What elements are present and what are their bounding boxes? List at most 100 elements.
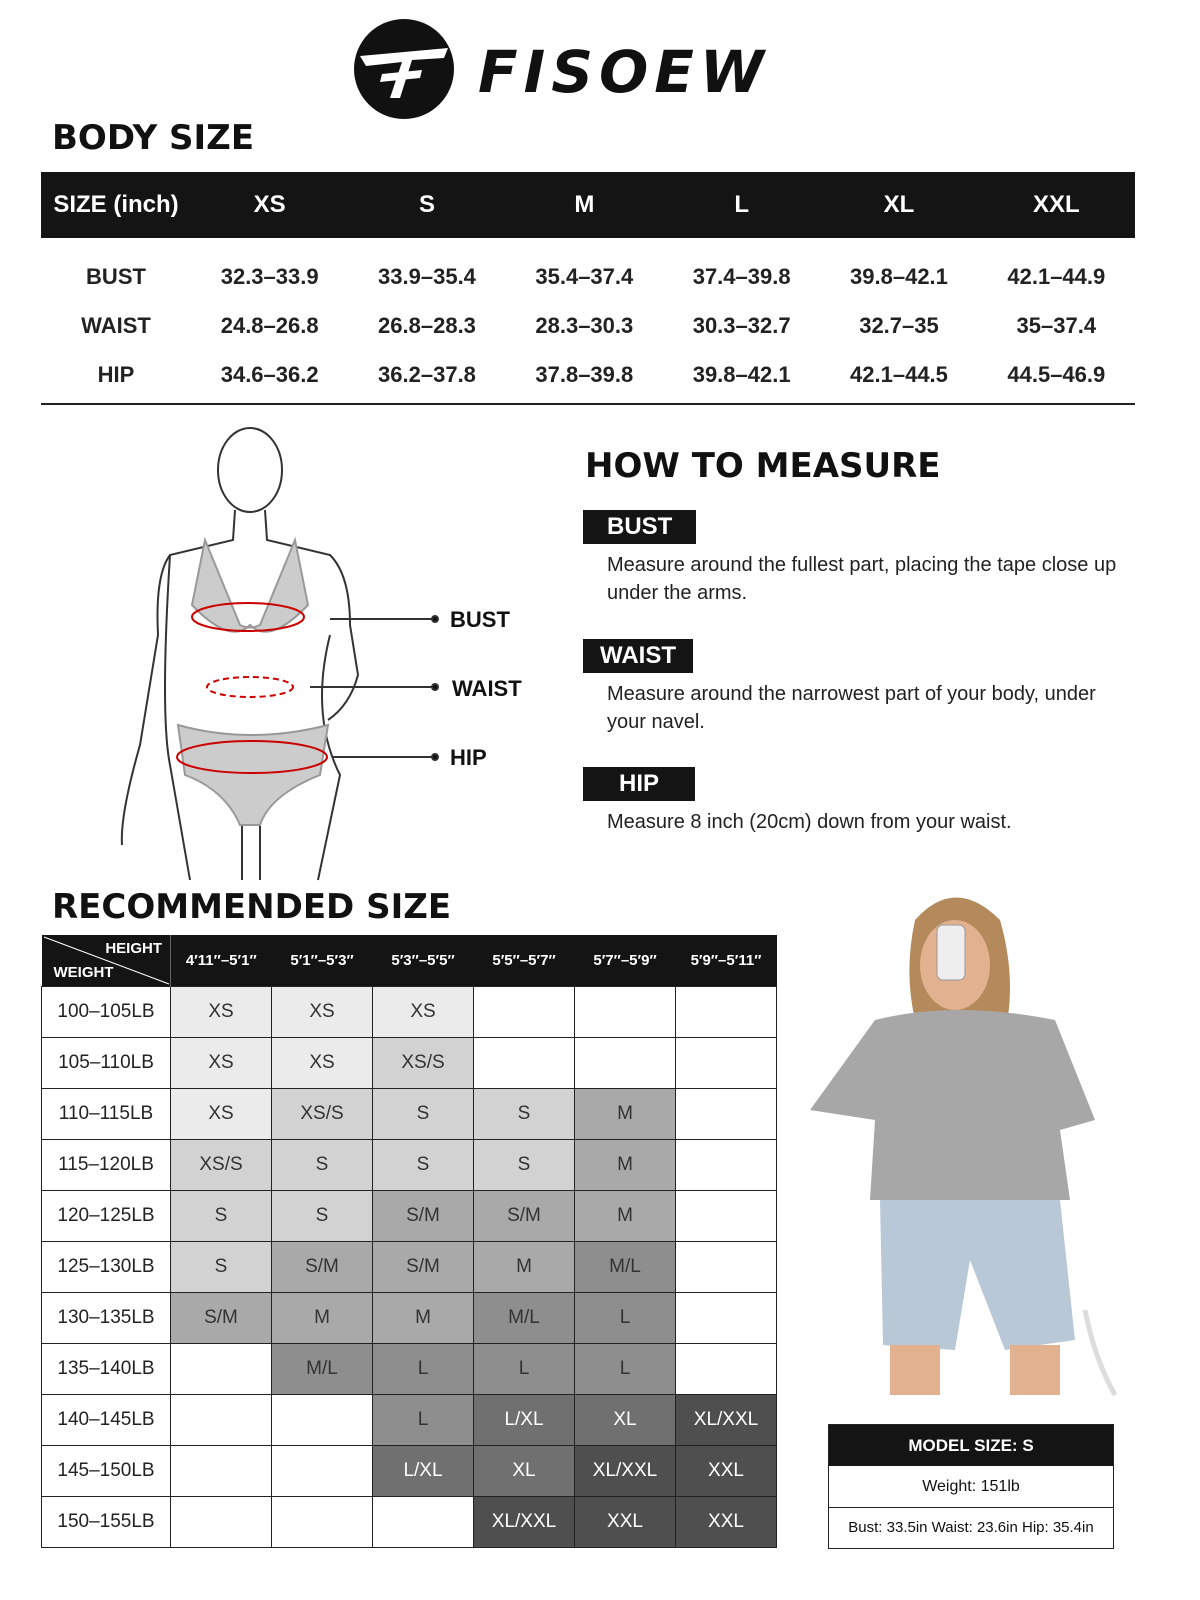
size-cell: [675, 1240, 777, 1293]
size-cell: [473, 985, 575, 1038]
header-cell: M: [505, 172, 663, 238]
size-cell: S: [271, 1138, 373, 1191]
model-photo: [810, 897, 1118, 1397]
size-cell: XS/S: [372, 1036, 474, 1089]
header-cell: SIZE (inch): [41, 172, 191, 238]
table-row: 100–105LB XS XS XS: [41, 985, 777, 1038]
size-cell: [473, 1036, 575, 1089]
size-cell: S/M: [372, 1189, 474, 1242]
header-cell: S: [348, 172, 506, 238]
weight-cell: 130–135LB: [41, 1291, 171, 1344]
cell: 32.3–33.9: [220, 263, 319, 289]
bust-tag: BUST: [583, 510, 697, 544]
cell: 44.5–46.9: [1007, 361, 1106, 387]
size-cell: S: [372, 1138, 474, 1191]
weight-cell: 150–155LB: [41, 1495, 171, 1548]
size-cell: XXL: [574, 1495, 676, 1548]
weight-cell: 145–150LB: [41, 1444, 171, 1497]
size-cell: [574, 1036, 676, 1089]
bust-description: Measure around the fullest part, placing…: [607, 554, 1117, 604]
brand-logo-icon: [354, 19, 454, 119]
height-header: 5′7″–5′9″: [574, 935, 676, 986]
table-row: 145–150LB L/XL XL XL/XXL XXL: [41, 1444, 777, 1497]
size-cell: S: [372, 1087, 474, 1140]
size-cell: M: [372, 1291, 474, 1344]
cell: 26.8–28.3: [378, 312, 476, 338]
divider: [41, 403, 1135, 405]
size-cell: L: [372, 1393, 474, 1446]
height-label: HEIGHT: [105, 940, 162, 957]
bust-label: BUST: [450, 607, 510, 632]
measure-hip: HIP Measure 8 inch (20cm) down from your…: [583, 767, 1127, 836]
cell: 24.8–26.8: [220, 312, 319, 338]
cell: 33.9–35.4: [378, 263, 476, 289]
height-header: 5′5″–5′7″: [473, 935, 575, 986]
hip-tag: HIP: [583, 767, 696, 801]
size-cell: L/XL: [473, 1393, 575, 1446]
size-cell: XL: [473, 1444, 575, 1497]
size-cell: XL/XXL: [574, 1444, 676, 1497]
model-weight: Weight: 151lb: [829, 1466, 1113, 1508]
cell: 42.1–44.5: [850, 361, 948, 387]
body-size-table: SIZE (inch) XS S M L XL XXL BUST 32.3–33.…: [41, 172, 1135, 399]
waist-description: Measure around the narrowest part of you…: [607, 683, 1096, 733]
size-cell: S: [170, 1240, 272, 1293]
size-cell: M: [574, 1138, 676, 1191]
hip-label: HIP: [450, 745, 487, 770]
cell: WAIST: [81, 312, 151, 338]
size-cell: [170, 1393, 272, 1446]
table-row: 110–115LB XS XS/S S S M: [41, 1087, 777, 1140]
header-cell: XS: [191, 172, 349, 238]
size-cell: S/M: [170, 1291, 272, 1344]
table-row: 105–110LB XS XS XS/S: [41, 1036, 777, 1089]
cell: HIP: [97, 361, 135, 387]
waist-label: WAIST: [452, 676, 522, 701]
size-cell: M: [574, 1189, 676, 1242]
table-row: HIP 34.6–36.2 36.2–37.8 37.8–39.8 39.8–42.1 4…: [41, 350, 1135, 399]
size-cell: [170, 1342, 272, 1395]
body-figure-icon: [120, 427, 439, 881]
size-cell: [271, 1495, 373, 1548]
height-header: 5′1″–5′3″: [271, 935, 373, 986]
measure-bust: BUST Measure around the fullest part, pl…: [583, 510, 1127, 607]
weight-cell: 110–115LB: [41, 1087, 171, 1140]
cell: 39.8–42.1: [850, 263, 948, 289]
body-size-header: SIZE (inch) XS S M L XL XXL: [41, 172, 1135, 238]
cell: 35.4–37.4: [535, 263, 634, 289]
size-cell: [271, 1444, 373, 1497]
recommended-size-table: HEIGHT WEIGHT 4′11″–5′1″ 5′1″–5′3″ 5′3″–5′…: [41, 935, 777, 1548]
size-cell: [372, 1495, 474, 1548]
corner-header: HEIGHT WEIGHT: [41, 935, 171, 986]
size-cell: M/L: [473, 1291, 575, 1344]
size-cell: L: [372, 1342, 474, 1395]
header-cell: L: [662, 172, 821, 238]
size-cell: [675, 1342, 777, 1395]
size-cell: XS: [372, 985, 474, 1038]
how-to-measure-title: HOW TO MEASURE: [585, 446, 941, 486]
size-cell: XL/XXL: [675, 1393, 777, 1446]
size-cell: M: [574, 1087, 676, 1140]
size-cell: [271, 1393, 373, 1446]
size-cell: S: [271, 1189, 373, 1242]
size-cell: XL/XXL: [473, 1495, 575, 1548]
size-cell: [574, 985, 676, 1038]
table-row: BUST 32.3–33.9 33.9–35.4 35.4–37.4 37.4–39.8…: [41, 238, 1135, 301]
height-header: 5′3″–5′5″: [372, 935, 474, 986]
size-cell: [675, 1036, 777, 1089]
recommended-size-title: RECOMMENDED SIZE: [52, 887, 452, 927]
cell: 42.1–44.9: [1007, 263, 1106, 289]
header-cell: XL: [820, 172, 978, 238]
cell: 39.8–42.1: [692, 361, 791, 387]
size-cell: [675, 985, 777, 1038]
height-header: 4′11″–5′1″: [170, 935, 272, 986]
size-cell: S/M: [271, 1240, 373, 1293]
size-cell: [675, 1189, 777, 1242]
cell: BUST: [86, 263, 146, 289]
weight-cell: 100–105LB: [41, 985, 171, 1038]
size-cell: M/L: [574, 1240, 676, 1293]
size-cell: XS: [170, 1087, 272, 1140]
size-cell: XS: [170, 985, 272, 1038]
body-size-title: BODY SIZE: [52, 118, 255, 158]
table-row: 130–135LB S/M M M M/L L: [41, 1291, 777, 1344]
size-cell: [675, 1138, 777, 1191]
